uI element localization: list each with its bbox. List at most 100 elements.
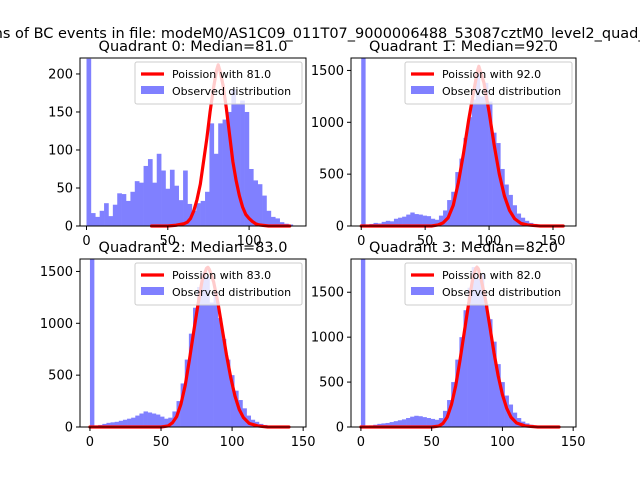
histogram-bar: [114, 421, 120, 427]
histogram-bar: [197, 287, 202, 427]
legend-box: [134, 61, 303, 105]
histogram-bar: [414, 214, 419, 226]
histogram-bar: [99, 210, 105, 226]
legend-label-observed: Observed distribution: [442, 286, 561, 299]
histogram-bar: [131, 417, 136, 427]
histogram-bar: [459, 337, 464, 427]
histogram-bar: [471, 267, 477, 427]
y-tick-label: 100: [48, 143, 73, 158]
histogram-bar: [455, 359, 460, 427]
histogram-bar: [127, 418, 132, 427]
histogram-bar: [438, 418, 444, 427]
histogram-bar: [183, 170, 188, 226]
histogram-bar: [135, 415, 140, 427]
histogram-bar: [110, 422, 115, 427]
histogram-bar: [184, 359, 190, 427]
histogram-bar: [180, 383, 186, 427]
histogram-bar: [244, 111, 250, 226]
histogram-bar: [426, 216, 432, 226]
y-tick-label: 1000: [311, 116, 344, 131]
histogram-bar: [500, 168, 505, 226]
histogram-bar: [248, 168, 254, 226]
x-tick-label: 150: [541, 234, 566, 249]
y-tick-label: 1500: [311, 64, 344, 79]
legend-patch-swatch: [411, 287, 434, 295]
histogram-bar: [90, 213, 96, 226]
y-tick-label: 50: [56, 181, 73, 196]
histogram-bar: [209, 123, 215, 226]
histogram-bar: [209, 302, 214, 427]
legend-patch-swatch: [411, 86, 434, 94]
x-tick-label: 150: [561, 435, 586, 450]
histogram-bar: [112, 204, 118, 226]
histogram-bar: [471, 99, 477, 226]
histogram-bar: [520, 217, 526, 226]
subplot-title: Quadrant 2: Median=83.0: [99, 240, 288, 256]
histogram-bar: [234, 390, 239, 427]
y-tick-label: 0: [65, 220, 73, 235]
legend-label-poisson: Poission with 92.0: [442, 68, 541, 81]
histogram-bar: [235, 104, 241, 226]
histogram-bar: [253, 180, 259, 226]
histogram-bar: [139, 182, 144, 226]
histogram-bar: [484, 305, 489, 427]
legend-box: [404, 262, 573, 306]
x-tick-label: 50: [160, 234, 177, 249]
histogram-bar: [104, 203, 109, 226]
histogram-bar: [393, 218, 399, 226]
histogram-bar: [488, 101, 493, 226]
histogram-bar: [475, 73, 481, 226]
histogram-bar: [418, 416, 423, 427]
histogram-bar: [479, 274, 485, 427]
histogram-bar: [279, 222, 285, 226]
histogram-bar: [188, 333, 194, 427]
histogram-bar: [218, 123, 223, 226]
histogram-bar: [406, 214, 411, 226]
legend-box: [404, 61, 573, 105]
histogram-bar: [430, 218, 436, 226]
histogram-bar: [130, 191, 136, 226]
histogram-bar: [205, 276, 210, 427]
x-tick-label: 100: [220, 435, 245, 450]
histogram-bar: [161, 170, 166, 226]
histogram-bar: [222, 119, 228, 226]
axes-frame: [79, 57, 307, 227]
figure-suptitle: Histograms of BC events in file: modeM0/…: [0, 26, 640, 42]
y-tick-label: 0: [65, 421, 73, 436]
histogram-bar: [221, 338, 227, 427]
x-tick-label: 100: [477, 234, 502, 249]
legend-box: [134, 262, 303, 306]
histogram-bar: [270, 216, 276, 226]
y-tick-label: 1500: [40, 265, 73, 280]
y-tick-label: 500: [48, 369, 73, 384]
x-tick-label: 0: [357, 234, 365, 249]
histogram-bar: [169, 169, 175, 226]
histogram-bar: [240, 100, 245, 226]
histogram-bar: [451, 382, 456, 427]
histogram-bar: [389, 221, 395, 226]
histogram-bar: [257, 184, 263, 226]
histogram-bar: [86, 58, 92, 227]
histogram-bar: [193, 307, 198, 427]
histogram-bar: [459, 158, 464, 226]
histogram-bar: [134, 181, 140, 226]
x-tick-label: 0: [82, 234, 90, 249]
histogram-bar: [160, 416, 165, 427]
histogram-bar: [152, 182, 158, 226]
histogram-bar: [275, 218, 280, 226]
histogram-bar: [122, 419, 128, 427]
histogram-bar: [205, 191, 210, 226]
histogram-bar: [397, 420, 403, 427]
histogram-bar: [262, 195, 267, 226]
x-tick-label: 0: [86, 435, 94, 450]
legend-label-poisson: Poission with 82.0: [442, 269, 541, 282]
histogram-bar: [155, 414, 161, 427]
histogram-bar: [479, 96, 485, 227]
histogram-bar: [200, 200, 206, 226]
histogram-bar: [410, 416, 415, 427]
histogram-bar: [414, 415, 419, 427]
histogram-bar: [174, 185, 179, 226]
